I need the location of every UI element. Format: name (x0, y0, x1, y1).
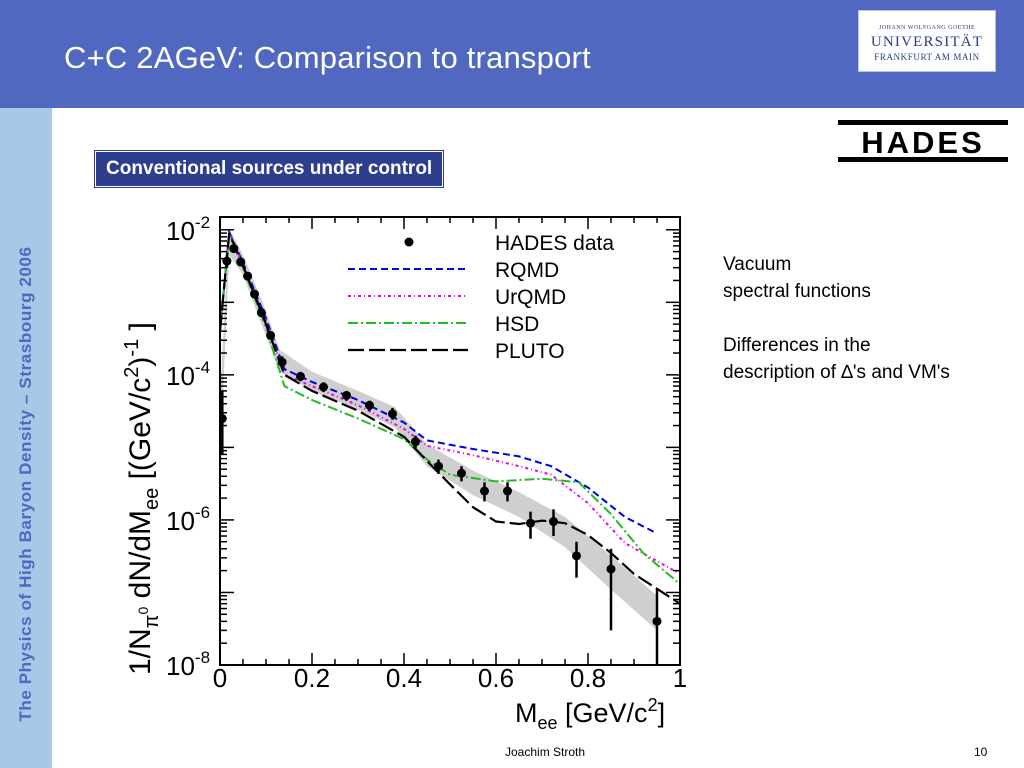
data-point-12 (365, 400, 374, 410)
logo-line-1: JOHANN WOLFGANG GOETHE (878, 25, 976, 31)
legend-label: HADES data (495, 232, 614, 255)
data-point-11 (342, 390, 351, 400)
y-tick-label: 10-4 (166, 358, 210, 391)
slide-title: C+C 2AGeV: Comparison to transport (64, 40, 591, 75)
sidebar-conference-text: The Physics of High Baryon Density – Str… (16, 246, 35, 722)
data-point-20 (549, 517, 558, 527)
y-axis-label: 1/Nπ0 dN/dMee [(GeV/c2)-1 ] (121, 322, 163, 675)
note-line-2: spectral functions (723, 281, 871, 302)
logo-line-3: FRANKFURT AM MAIN (874, 52, 980, 62)
legend-label: HSD (495, 313, 539, 336)
data-point-22 (606, 564, 616, 574)
systematic-error-band (220, 228, 657, 631)
note-line-1: Vacuum (723, 254, 792, 275)
series-line-hsd (220, 234, 680, 585)
legend-marker-hades-data (404, 237, 414, 247)
logo-line-2: UNIVERSITÄT (870, 34, 984, 50)
header-bar: C+C 2AGeV: Comparison to transport JOHAN… (0, 0, 1024, 108)
hades-logo: HADES (838, 120, 1008, 162)
note-differences: Differences in the description of ∆'s an… (723, 332, 950, 386)
x-tick-label: 0.4 (386, 663, 422, 693)
data-point-4 (243, 271, 253, 281)
data-point-0 (220, 414, 227, 424)
data-point-17 (480, 486, 489, 496)
series-line-urqmd (220, 229, 680, 575)
university-logo: JOHANN WOLFGANG GOETHE UNIVERSITÄT FRANK… (858, 10, 996, 72)
legend-label: RQMD (495, 259, 559, 282)
x-axis-label: Mee [GeV/c2] (515, 695, 665, 730)
section-subtitle: Conventional sources under control (93, 150, 445, 188)
data-point-13 (388, 409, 397, 419)
data-point-7 (266, 330, 276, 340)
dielectron-mass-spectrum-chart: 0 0.2 0.4 0.6 0.8 1 10-2 10-4 10-6 10-8 HADES da… (121, 213, 687, 730)
x-tick-label: 0.8 (570, 663, 606, 693)
note-line-3: Differences in the (723, 335, 871, 356)
data-point-10 (319, 382, 328, 392)
footer-author: Joachim Stroth (505, 745, 586, 759)
note-vacuum: Vacuum spectral functions (723, 251, 871, 305)
x-tick-label: 0.6 (478, 663, 514, 693)
data-point-18 (503, 486, 512, 496)
data-point-19 (526, 518, 535, 528)
data-point-5 (250, 289, 259, 299)
data-point-14 (411, 437, 420, 447)
y-tick-label: 10-2 (166, 213, 210, 246)
x-tick-label: 0 (213, 663, 227, 693)
data-point-15 (434, 461, 443, 471)
x-tick-label: 0.2 (294, 663, 330, 693)
series-line-rqmd (220, 228, 658, 535)
page-number: 10 (974, 745, 988, 759)
data-point-16 (457, 468, 466, 478)
data-point-8 (277, 357, 287, 367)
x-tick-label: 1 (673, 663, 687, 693)
hades-logo-text: HADES (861, 125, 985, 160)
data-point-3 (236, 257, 246, 267)
legend-label: UrQMD (495, 286, 566, 309)
note-line-4: description of ∆'s and VM's (723, 362, 950, 383)
legend-label: PLUTO (495, 340, 565, 363)
y-tick-label: 10-8 (166, 648, 210, 681)
data-point-21 (572, 551, 581, 561)
sidebar (0, 108, 52, 768)
data-point-2 (229, 244, 239, 254)
y-tick-label: 10-6 (166, 503, 210, 536)
data-point-6 (256, 308, 266, 318)
data-point-9 (296, 371, 305, 381)
series-line-pluto (220, 232, 680, 605)
data-point-23 (652, 616, 662, 626)
